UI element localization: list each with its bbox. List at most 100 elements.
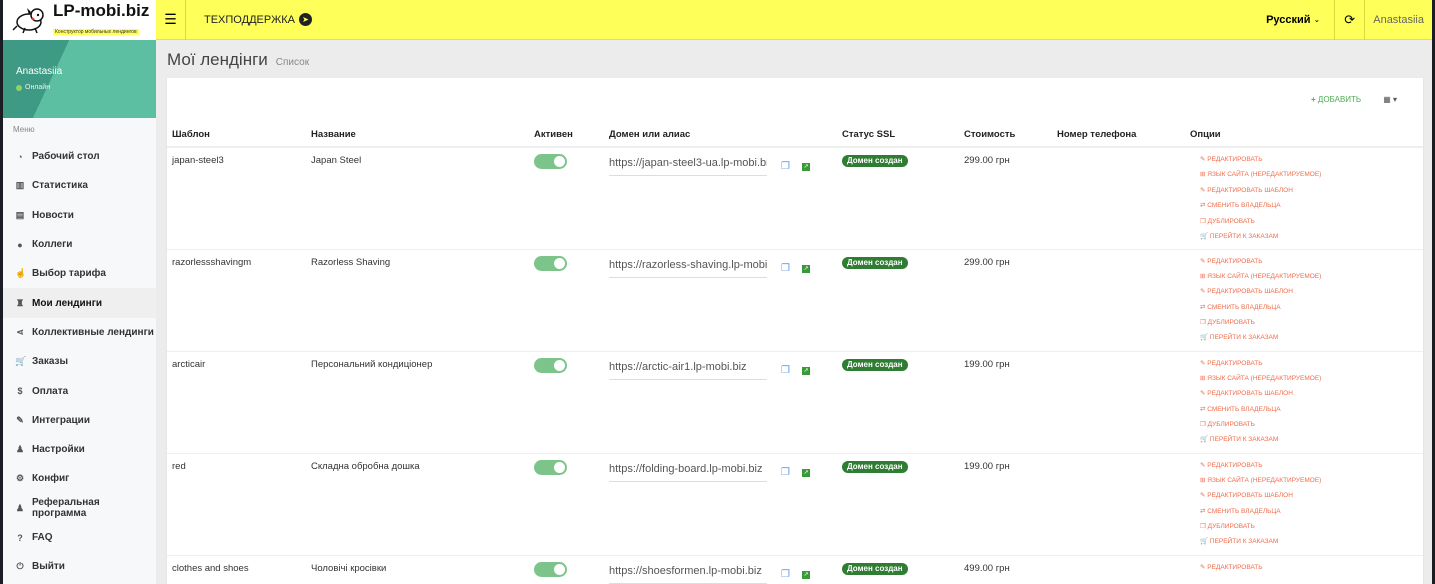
option-link[interactable]: ✎ РЕДАКТИРОВАТЬ ШАБЛОН	[1200, 491, 1418, 506]
option-link[interactable]: ⇄ СМЕНИТЬ ВЛАДЕЛЬЦА	[1200, 507, 1418, 522]
option-link[interactable]: ⊞ ЯЗЫК САЙТА (НЕРЕДАКТИРУЕМОЕ)	[1200, 272, 1418, 287]
refresh-icon[interactable]: ⟳	[1335, 0, 1366, 40]
column-header[interactable]: Домен или алиас	[604, 123, 837, 148]
sidebar-item-label: Коллективные лендинги	[32, 326, 154, 338]
columns-toggle-button[interactable]: ▦ ▾	[1383, 95, 1397, 104]
sidebar-item-8[interactable]: $ Оплата	[3, 376, 156, 405]
option-link[interactable]: ⇄ СМЕНИТЬ ВЛАДЕЛЬЦА	[1200, 201, 1418, 216]
user-name: Anastasiia	[16, 66, 63, 77]
sidebar-item-6[interactable]: ⋖ Коллективные лендинги	[3, 318, 156, 347]
sidebar-item-11[interactable]: ⚙ Конфиг	[3, 464, 156, 493]
hamburger-icon[interactable]: ☰	[156, 0, 186, 40]
domain-input[interactable]: https://japan-steel3-ua.lp-mobi.biz	[609, 155, 767, 176]
add-button[interactable]: + ДОБАВИТЬ	[1311, 95, 1361, 104]
option-link[interactable]: ✎ РЕДАКТИРОВАТЬ	[1200, 461, 1418, 476]
option-link[interactable]: 🛒 ПЕРЕЙТИ К ЗАКАЗАМ	[1200, 537, 1418, 552]
phone-cell	[1052, 453, 1185, 556]
domain-input[interactable]: https://razorless-shaving.lp-mobi.biz	[609, 257, 767, 278]
status-dot-icon	[16, 84, 22, 91]
active-toggle[interactable]	[534, 357, 567, 373]
sidebar-item-label: FAQ	[32, 532, 53, 543]
copy-icon[interactable]: ❐	[781, 364, 790, 376]
column-header[interactable]: Активен	[529, 123, 604, 148]
cart-icon: 🛒	[15, 356, 27, 367]
domain-input[interactable]: https://folding-board.lp-mobi.biz	[609, 461, 767, 482]
sidebar-item-4[interactable]: ☝ Выбор тарифа	[3, 259, 156, 288]
table-icon: ▦	[1383, 95, 1391, 104]
copy-icon[interactable]: ❐	[781, 262, 790, 274]
copy-icon[interactable]: ❐	[781, 568, 790, 580]
option-icon: ❐	[1200, 523, 1208, 531]
sidebar-item-14[interactable]: ⏻ Выйти	[3, 552, 156, 581]
copy-icon[interactable]: ❐	[781, 161, 790, 172]
option-link[interactable]: ✎ РЕДАКТИРОВАТЬ	[1200, 257, 1418, 272]
external-link-icon[interactable]: ↗	[801, 366, 810, 375]
active-toggle[interactable]	[534, 255, 567, 271]
option-link[interactable]: 🛒 ПЕРЕЙТИ К ЗАКАЗАМ	[1200, 435, 1418, 450]
external-link-icon[interactable]: ↗	[801, 570, 810, 579]
sidebar-item-0[interactable]: ◔ Рабочий стол	[3, 142, 156, 171]
option-link[interactable]: ✎ РЕДАКТИРОВАТЬ ШАБЛОН	[1200, 186, 1418, 201]
option-link[interactable]: ⇄ СМЕНИТЬ ВЛАДЕЛЬЦА	[1200, 303, 1418, 318]
options-list: ✎ РЕДАКТИРОВАТЬ ⊞ ЯЗЫК САЙТА (НЕРЕДАКТИРУ…	[1190, 461, 1418, 553]
external-link-icon[interactable]: ↗	[801, 468, 810, 477]
options-cell: ✎ РЕДАКТИРОВАТЬ ⊞ ЯЗЫК САЙТА (НЕРЕДАКТИРУ…	[1185, 249, 1423, 352]
sidebar-item-2[interactable]: ▤ Новости	[3, 201, 156, 230]
option-link[interactable]: ⇄ СМЕНИТЬ ВЛАДЕЛЬЦА	[1200, 405, 1418, 420]
option-link[interactable]: ✎ РЕДАКТИРОВАТЬ	[1200, 563, 1418, 575]
option-link[interactable]: ✎ РЕДАКТИРОВАТЬ ШАБЛОН	[1200, 287, 1418, 302]
active-toggle[interactable]	[534, 154, 567, 169]
option-link[interactable]: 🛒 ПЕРЕЙТИ К ЗАКАЗАМ	[1200, 333, 1418, 348]
user-menu[interactable]: Anastasiia	[1373, 13, 1424, 26]
external-link-icon[interactable]: ↗	[801, 163, 810, 171]
column-header[interactable]: Статус SSL	[837, 123, 959, 148]
column-header[interactable]: Название	[306, 123, 529, 148]
page-subtitle: Список	[275, 57, 310, 68]
external-link-icon[interactable]: ↗	[801, 264, 810, 273]
sidebar-item-12[interactable]: ♟ Реферальная программа	[3, 494, 156, 523]
sidebar-item-1[interactable]: ▥ Статистика	[3, 171, 156, 200]
support-link[interactable]: ТЕХПОДДЕРЖКА ➤	[204, 13, 312, 26]
option-link[interactable]: ⊞ ЯЗЫК САЙТА (НЕРЕДАКТИРУЕМОЕ)	[1200, 170, 1418, 185]
column-header[interactable]: Номер телефона	[1052, 123, 1185, 148]
ssl-status-badge: Домен создан	[842, 358, 908, 371]
active-toggle[interactable]	[534, 459, 567, 475]
sidebar-item-7[interactable]: 🛒 Заказы	[3, 347, 156, 376]
copy-icon[interactable]: ❐	[781, 466, 790, 478]
option-label: РЕДАКТИРОВАТЬ	[1207, 156, 1263, 163]
options-list: ✎ РЕДАКТИРОВАТЬ ⊞ ЯЗЫК САЙТА (НЕРЕДАКТИРУ…	[1190, 257, 1418, 349]
option-link[interactable]: ✎ РЕДАКТИРОВАТЬ	[1200, 359, 1418, 374]
domain-input[interactable]: https://shoesformen.lp-mobi.biz	[609, 563, 767, 584]
price-cell: 199.00 грн	[959, 453, 1052, 556]
template-cell: razorlessshavingm	[167, 249, 306, 352]
table-row: razorlessshavingm Razorless Shaving https:…	[167, 249, 1423, 352]
option-link[interactable]: ⊞ ЯЗЫК САЙТА (НЕРЕДАКТИРУЕМОЕ)	[1200, 476, 1418, 491]
sidebar-item-3[interactable]: ● Коллеги	[3, 230, 156, 259]
sidebar-item-9[interactable]: ✎ Интеграции	[3, 406, 156, 435]
sidebar-item-10[interactable]: ♟ Настройки	[3, 435, 156, 464]
price-cell: 499.00 грн	[964, 562, 1010, 574]
active-toggle[interactable]	[534, 561, 567, 577]
domain-cell: https://japan-steel3-ua.lp-mobi.biz ❐ ↗	[604, 147, 837, 250]
option-link[interactable]: ✎ РЕДАКТИРОВАТЬ ШАБЛОН	[1200, 389, 1418, 404]
sidebar-item-label: Настройки	[32, 444, 85, 456]
column-header[interactable]: Стоимость	[959, 123, 1052, 148]
option-link[interactable]: 🛒 ПЕРЕЙТИ К ЗАКАЗАМ	[1200, 232, 1418, 247]
column-header[interactable]: Шаблон	[167, 123, 306, 148]
option-link[interactable]: ❐ ДУБЛИРОВАТЬ	[1200, 318, 1418, 333]
option-icon: 🛒	[1200, 232, 1210, 240]
sidebar-item-5[interactable]: ♜ Мои лендинги	[3, 288, 156, 318]
template-cell: arcticair	[167, 351, 306, 454]
column-header[interactable]: Опции	[1185, 123, 1423, 148]
option-link[interactable]: ❐ ДУБЛИРОВАТЬ	[1200, 217, 1418, 232]
logo[interactable]: LP-mobi.biz Конструктор мобильных лендин…	[3, 0, 156, 40]
option-link[interactable]: ❐ ДУБЛИРОВАТЬ	[1200, 420, 1418, 435]
option-link[interactable]: ❐ ДУБЛИРОВАТЬ	[1200, 522, 1418, 537]
domain-input[interactable]: https://arctic-air1.lp-mobi.biz	[609, 359, 767, 380]
option-link[interactable]: ⊞ ЯЗЫК САЙТА (НЕРЕДАКТИРУЕМОЕ)	[1200, 374, 1418, 389]
language-select[interactable]: Русский ⌄	[1252, 0, 1336, 40]
dollar-icon: $	[17, 386, 23, 397]
sidebar-item-13[interactable]: ? FAQ	[3, 523, 156, 552]
option-link[interactable]: ✎ РЕДАКТИРОВАТЬ	[1200, 155, 1418, 170]
options-cell: ✎ РЕДАКТИРОВАТЬ ⊞ ЯЗЫК САЙТА (НЕРЕДАКТИРУ…	[1185, 453, 1423, 556]
